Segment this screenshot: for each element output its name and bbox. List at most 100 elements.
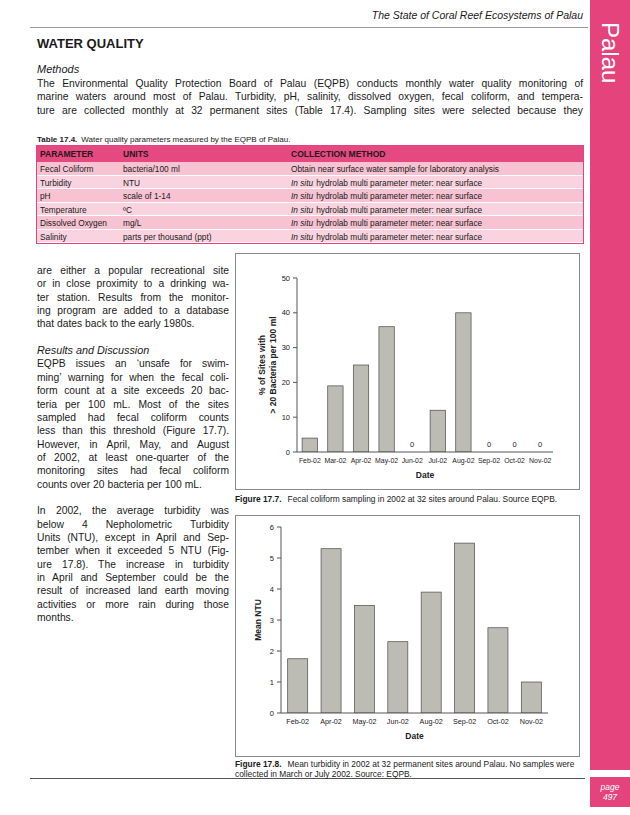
results-heading: Results and Discussion (37, 344, 149, 357)
bar (421, 592, 441, 713)
data-label: 0 (410, 440, 414, 449)
y-tick (293, 382, 297, 383)
table-cell-italic: In situ (291, 178, 313, 188)
side-tab-label: Palau (596, 22, 624, 83)
x-tick-label: Nov-02 (529, 457, 551, 464)
table-cell-text: hydrolab multi parameter meter: near sur… (316, 232, 482, 242)
bar (354, 605, 374, 713)
table-header-cell: COLLECTION METHOD (291, 149, 385, 159)
table-cell: In situhydrolab multi parameter meter: n… (291, 205, 482, 215)
y-tick (277, 589, 281, 590)
table-cell: Fecal Coliform (40, 164, 93, 174)
x-tick-label: Sep-02 (478, 457, 500, 465)
section-title: WATER QUALITY (37, 36, 144, 51)
body-line: are either a popular recreational site (37, 264, 229, 277)
x-tick-label: Feb-02 (299, 457, 321, 464)
body-line: below 4 Nepholometric Turbidity (37, 518, 229, 531)
chart: 0123456Feb-02Apr-02May-02Jun-02Aug-02Sep… (235, 515, 580, 757)
x-tick-label: Aug-02 (420, 717, 443, 726)
body-line: teria per 100 mL. Most of the sites (37, 398, 229, 411)
y-tick-label: 0 (286, 448, 290, 457)
x-axis (281, 713, 548, 714)
x-tick-label: Nov-02 (520, 717, 543, 726)
figure-caption-text: Mean turbidity in 2002 at 32 permanent s… (235, 759, 574, 779)
body-line: ming’ warning for when the fecal coli- (37, 371, 229, 384)
figure-caption: Figure 17.7.Fecal coliform sampling in 2… (235, 494, 580, 504)
figure-caption: Figure 17.8.Mean turbidity in 2002 at 32… (235, 759, 580, 779)
table-cell-text: Obtain near surface water sample for lab… (291, 164, 499, 174)
figure-caption-label: Figure 17.8. (235, 759, 282, 769)
table-cell-italic: In situ (291, 191, 313, 201)
y-tick-label: 50 (282, 274, 290, 283)
x-tick-label: Apr-02 (351, 457, 372, 465)
table-cell: parts per thousand (ppt) (123, 232, 212, 242)
body-line: sampled had fecal coliform counts (37, 411, 229, 424)
table-cell: In situhydrolab multi parameter meter: n… (291, 218, 482, 228)
y-tick (277, 713, 281, 714)
x-tick-label: Jun-02 (402, 457, 423, 464)
table-cell: Turbidity (40, 178, 72, 188)
bar (455, 543, 475, 713)
y-tick (293, 347, 297, 348)
figure-caption-text: Fecal coliform sampling in 2002 at 32 si… (288, 494, 558, 504)
y-tick (293, 278, 297, 279)
x-tick-label: Feb-02 (286, 717, 309, 726)
table-cell-text: hydrolab multi parameter meter: near sur… (316, 218, 482, 228)
body-line: marine waters around most of Palau. Turb… (37, 90, 583, 103)
body-line: of 2002, at least one-quarter of the (37, 451, 229, 464)
table-caption: Table 17.4.Water quality parameters meas… (37, 135, 290, 144)
body-line: in April and September could be the (37, 571, 229, 584)
y-tick-label: 1 (270, 678, 274, 687)
table-cell: Dissolved Oxygen (40, 218, 107, 228)
body-line: monitoring sites had fecal coliform (37, 464, 229, 477)
y-axis (297, 278, 298, 452)
y-tick-label: 6 (270, 523, 274, 532)
y-tick (277, 527, 281, 528)
table-cell-text: hydrolab multi parameter meter: near sur… (316, 191, 482, 201)
table-cell: NTU (123, 178, 140, 188)
table-caption-text: Water quality parameters measured by the… (81, 135, 290, 144)
body-line: In 2002, the average turbidity was (37, 504, 229, 517)
body-line: months. (37, 611, 229, 624)
y-axis-label: Mean NTU (253, 599, 263, 641)
bar (379, 327, 394, 452)
figure-frame (236, 254, 580, 490)
y-tick-label: 3 (270, 616, 274, 625)
table-cell: mg/L (123, 218, 141, 228)
x-tick-label: May-02 (352, 717, 376, 726)
body-line: form count at a site exceeds 20 bac- (37, 384, 229, 397)
table-cell: scale of 1-14 (123, 191, 171, 201)
body-line: EQPB issues an ‘unsafe for swim- (37, 357, 229, 370)
y-tick-label: 4 (270, 585, 274, 594)
table-cell: bacteria/100 ml (123, 164, 180, 174)
table-cell: Obtain near surface water sample for lab… (291, 164, 499, 174)
y-tick (277, 620, 281, 621)
y-axis-label: % of Sites with (257, 335, 267, 395)
x-tick-label: Oct-02 (487, 717, 509, 726)
bar (353, 365, 368, 452)
chart: 01020304050Feb-02Mar-02Apr-02May-02Jun-0… (235, 253, 580, 490)
y-axis-label: > 20 Bacteria per 100 ml (268, 316, 278, 413)
bar (328, 386, 343, 452)
page: Palaupage497The State of Coral Reef Ecos… (0, 0, 630, 815)
body-line: less than this threshold (Figure 17.7). (37, 424, 229, 437)
bar (521, 682, 541, 713)
table-cell: In situhydrolab multi parameter meter: n… (291, 191, 482, 201)
body-line: or in close proximity to a drinking wa- (37, 277, 229, 290)
bars (288, 543, 542, 713)
body-line: However, in April, May, and August (37, 438, 229, 451)
y-tick (277, 682, 281, 683)
x-tick-label: Jul-02 (428, 457, 447, 464)
bars (302, 313, 471, 452)
y-tick (277, 558, 281, 559)
body-line: activities or more rain during those (37, 598, 229, 611)
x-axis-label: Date (416, 470, 435, 480)
y-tick-label: 40 (282, 308, 290, 317)
y-tick-label: 2 (270, 647, 274, 656)
bar (488, 628, 508, 713)
data-label: 0 (513, 440, 517, 449)
bar (321, 549, 341, 713)
figure-frame (236, 516, 580, 757)
body-line: result of increased land earth moving (37, 584, 229, 597)
data-label: 0 (538, 440, 542, 449)
